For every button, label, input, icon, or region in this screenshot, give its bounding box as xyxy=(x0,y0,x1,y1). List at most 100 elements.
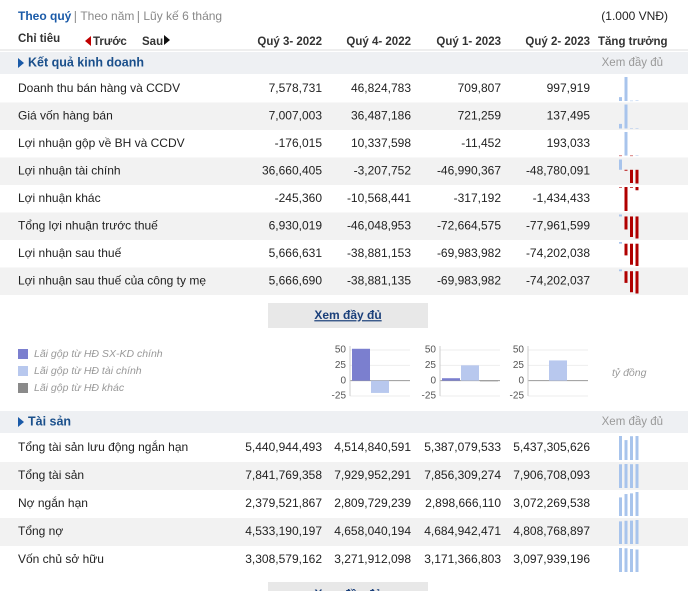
chart-unit: tỷ đồng xyxy=(612,367,647,379)
sparkbar xyxy=(619,497,622,516)
bar xyxy=(461,365,479,381)
sparkbar xyxy=(619,242,622,244)
cell: -46,048,953 xyxy=(347,218,411,232)
tab[interactable]: Theo năm xyxy=(80,9,134,23)
bar xyxy=(371,380,389,393)
cell: -11,452 xyxy=(461,136,501,150)
row-label: Vốn chủ sở hữu xyxy=(18,552,104,566)
cell: 5,666,690 xyxy=(269,273,323,287)
section-marker xyxy=(18,58,24,68)
next[interactable]: Sau xyxy=(142,36,163,48)
row-bg xyxy=(0,212,688,240)
section-bar xyxy=(0,52,688,74)
cell: 7,929,952,291 xyxy=(334,468,411,482)
section-title: Kết quả kinh doanh xyxy=(28,55,144,69)
sparkbar xyxy=(624,216,628,230)
sparkbar xyxy=(619,159,622,170)
cell: 7,856,309,274 xyxy=(424,468,501,482)
y-tick-label: 50 xyxy=(335,345,347,356)
sparkbar xyxy=(624,187,628,211)
row-label: Lợi nhuận khác xyxy=(18,191,101,205)
sparkbar xyxy=(635,271,639,294)
header-label: Chỉ tiêu xyxy=(18,33,60,45)
sparkbar xyxy=(624,494,628,516)
sparkbar xyxy=(619,123,622,129)
cell: 7,578,731 xyxy=(269,81,323,95)
sparkbar xyxy=(635,549,639,572)
cell: -317,192 xyxy=(454,191,502,205)
sparkbar xyxy=(630,243,633,265)
sparkbar xyxy=(635,492,639,516)
cell: 3,097,939,196 xyxy=(513,552,590,566)
section-more[interactable]: Xem đầy đủ xyxy=(602,57,663,69)
row-label: Giá vốn hàng bán xyxy=(18,108,113,122)
sparkbar xyxy=(635,169,639,184)
cell: -48,780,091 xyxy=(526,163,590,177)
cell: 3,171,366,803 xyxy=(424,552,501,566)
sparkbar xyxy=(619,155,622,157)
cell: 5,440,944,493 xyxy=(245,440,322,454)
sparkbar xyxy=(624,440,628,460)
cell: 709,807 xyxy=(458,81,502,95)
column-header: Quý 4- 2022 xyxy=(346,36,411,48)
sparkbar xyxy=(630,520,633,544)
row-label: Tổng tài sản lưu động ngắn hạn xyxy=(18,439,188,454)
cell: -176,015 xyxy=(275,136,323,150)
legend-swatch xyxy=(18,383,28,393)
button[interactable]: Xem đầy đủ xyxy=(314,308,381,322)
prev-arrow[interactable] xyxy=(85,36,91,46)
y-tick-label: 50 xyxy=(513,345,525,356)
section-title: Tài sản xyxy=(28,414,71,428)
sparkbar xyxy=(624,169,628,171)
row-label: Doanh thu bán hàng và CCDV xyxy=(18,81,180,95)
sparkbar xyxy=(619,464,622,488)
cell: -38,881,153 xyxy=(347,246,411,260)
tab[interactable]: Lũy kế 6 tháng xyxy=(143,9,222,23)
unit: (1.000 VNĐ) xyxy=(601,9,668,23)
cell: -74,202,038 xyxy=(526,246,590,260)
cell: 137,495 xyxy=(547,108,591,122)
sparkbar xyxy=(624,520,628,544)
next-arrow[interactable] xyxy=(164,35,170,45)
button[interactable]: Xem đầy đủ xyxy=(314,587,381,591)
cell: 5,437,305,626 xyxy=(513,440,590,454)
cell: 193,033 xyxy=(547,136,591,150)
legend-label: Lãi gộp từ HĐ tài chính xyxy=(34,365,142,377)
y-tick-label: 0 xyxy=(518,375,524,386)
sparkbar xyxy=(630,436,633,460)
sparkbar xyxy=(624,548,628,572)
row-bg xyxy=(0,267,688,295)
sparkbar xyxy=(635,464,639,488)
sparkbar xyxy=(635,520,639,544)
cell: 36,660,405 xyxy=(262,163,322,177)
sparkbar xyxy=(624,464,628,488)
bar xyxy=(549,360,567,381)
cell: 7,007,003 xyxy=(269,108,323,122)
sparkbar xyxy=(619,521,622,544)
cell: 4,533,190,197 xyxy=(245,524,322,538)
cell: 3,308,579,162 xyxy=(245,552,322,566)
cell: 997,919 xyxy=(547,81,591,95)
tab[interactable]: Theo quý xyxy=(18,9,72,23)
y-tick-label: -25 xyxy=(510,391,525,402)
cell: -69,983,982 xyxy=(437,246,501,260)
section-more[interactable]: Xem đầy đủ xyxy=(602,416,663,428)
row-label: Tổng tài sản xyxy=(18,468,84,482)
cell: 5,387,079,533 xyxy=(424,440,501,454)
sparkbar xyxy=(630,548,633,572)
cell: 4,684,942,471 xyxy=(424,524,501,538)
sparkbar xyxy=(619,187,622,188)
sparkbar xyxy=(630,216,633,238)
cell: -69,983,982 xyxy=(437,273,501,287)
prev[interactable]: Trước xyxy=(93,36,127,48)
y-tick-label: -25 xyxy=(332,391,347,402)
cell: -72,664,575 xyxy=(437,218,501,232)
cell: 4,514,840,591 xyxy=(334,440,411,454)
row-label: Lợi nhuận sau thuế của công ty mẹ xyxy=(18,273,206,287)
sparkbar xyxy=(630,464,633,488)
button-bg[interactable] xyxy=(268,303,428,328)
sparkbar xyxy=(619,97,622,101)
button-bg[interactable] xyxy=(268,582,428,591)
sparkbar xyxy=(635,128,639,129)
sparkbar xyxy=(624,271,628,283)
